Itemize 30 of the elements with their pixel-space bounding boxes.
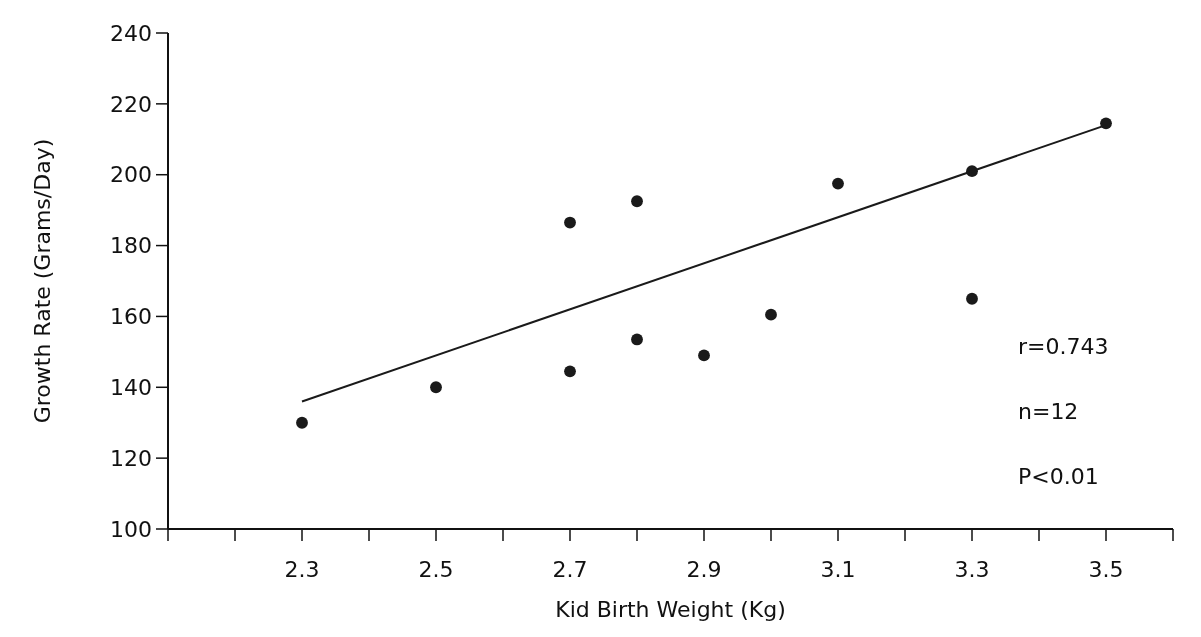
y-tick-label: 120 bbox=[110, 445, 152, 471]
y-tick-label: 200 bbox=[110, 162, 152, 188]
x-tick-label: 2.7 bbox=[552, 557, 588, 582]
y-tick-label: 140 bbox=[110, 374, 152, 400]
y-tick-label: 240 bbox=[110, 20, 152, 46]
annotation: r=0.743 bbox=[1018, 334, 1109, 359]
point bbox=[564, 365, 576, 378]
point bbox=[631, 195, 643, 208]
y-tick-label: 160 bbox=[110, 304, 152, 330]
x-tick-label: 3.1 bbox=[820, 557, 856, 582]
x-tick-label: 2.9 bbox=[686, 557, 722, 582]
x-tick-label: 2.5 bbox=[418, 557, 454, 582]
y-tick-label: 180 bbox=[110, 233, 152, 259]
point bbox=[966, 292, 978, 305]
x-tick-label: 3.3 bbox=[954, 557, 990, 582]
point bbox=[430, 381, 442, 394]
y-axis-title: Growth Rate (Grams/Day) bbox=[30, 138, 55, 424]
point bbox=[765, 308, 777, 321]
x-axis-title: Kid Birth Weight (Kg) bbox=[555, 597, 786, 622]
point bbox=[832, 177, 844, 190]
point bbox=[296, 416, 308, 429]
annotation: n=12 bbox=[1018, 399, 1079, 424]
x-tick-label: 2.3 bbox=[284, 557, 320, 582]
x-tick-label: 3.5 bbox=[1088, 557, 1124, 582]
point bbox=[631, 333, 643, 346]
y-tick-label: 220 bbox=[110, 91, 152, 117]
annotation: P<0.01 bbox=[1018, 464, 1099, 489]
y-tick-label: 100 bbox=[110, 516, 152, 542]
point bbox=[564, 216, 576, 229]
point bbox=[698, 349, 710, 362]
